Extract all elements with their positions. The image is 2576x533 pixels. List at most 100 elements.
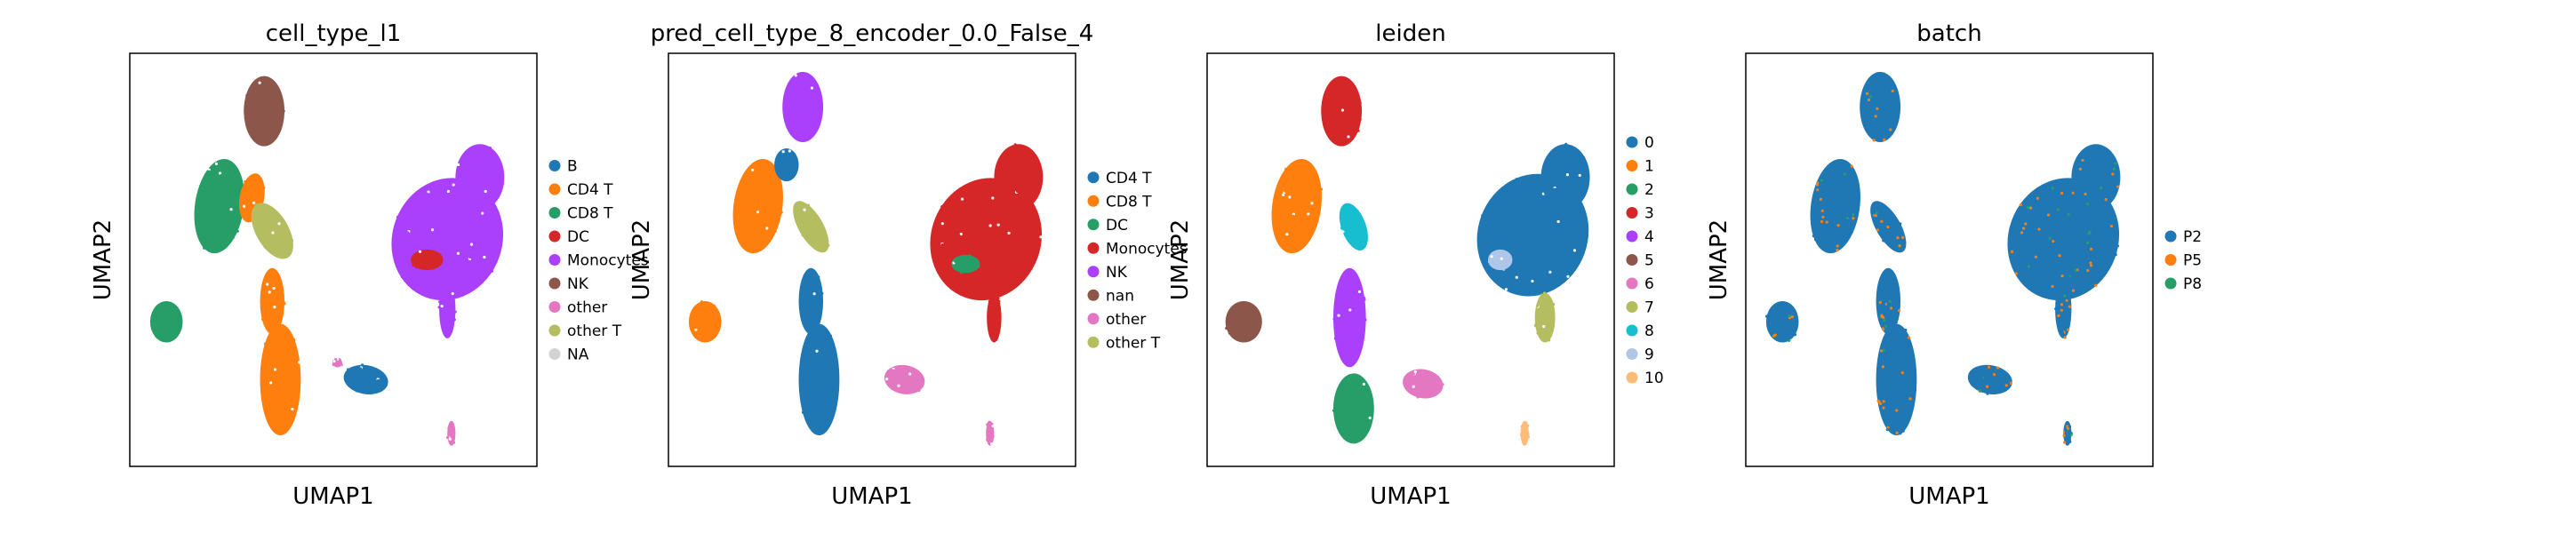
cell-point [831, 410, 836, 414]
cell-point [2068, 298, 2071, 301]
cell-point [1857, 187, 1860, 191]
cell-point [1548, 338, 1551, 342]
cell-point [1284, 246, 1289, 250]
cell-point [1544, 197, 1548, 201]
cell-point [695, 305, 699, 309]
cell-point [1882, 400, 1885, 403]
cell-point [164, 336, 168, 340]
cell-point [1526, 435, 1531, 439]
cell-point [995, 283, 999, 288]
cell-point [2022, 227, 2026, 230]
legend-label: CD4 T [1106, 170, 1152, 187]
cell-point [2090, 264, 2093, 267]
cell-point [794, 156, 798, 161]
cell-point [371, 384, 374, 387]
cell-point [1510, 268, 1514, 272]
cell-point [1886, 283, 1890, 287]
cell-point [1336, 298, 1340, 303]
cell-point [1279, 187, 1283, 190]
cell-point [2060, 191, 2064, 195]
cell-point [276, 383, 280, 386]
cell-point [368, 378, 372, 382]
cell-point [779, 203, 782, 207]
cell-point [756, 208, 760, 211]
cell-point [247, 216, 252, 219]
cell-point [1232, 307, 1236, 312]
cell-point [450, 274, 454, 277]
cell-point [424, 276, 428, 281]
cell-point [1820, 179, 1823, 182]
cell-point [492, 152, 496, 155]
cell-point [1490, 260, 1493, 264]
x-axis-label: UMAP1 [831, 483, 912, 510]
cell-point [1304, 160, 1308, 163]
cell-point [2028, 206, 2033, 210]
cell-point [203, 246, 206, 250]
cell-point [756, 211, 760, 214]
cell-point [173, 308, 178, 312]
cell-point [1535, 228, 1539, 232]
legend-marker [548, 207, 561, 219]
cell-point [1331, 131, 1334, 135]
cell-point [1485, 227, 1489, 232]
cell-point [1333, 318, 1337, 322]
cell-point [1352, 213, 1356, 217]
cell-point [404, 250, 409, 253]
cell-point [972, 223, 976, 227]
cell-point [2090, 173, 2093, 177]
cell-point [2092, 160, 2095, 163]
cell-point [813, 106, 818, 109]
cell-point [1001, 175, 1004, 179]
cell-point [991, 196, 995, 200]
cell-point [1252, 328, 1256, 331]
cell-point [904, 370, 908, 374]
cell-point [2068, 305, 2071, 308]
cell-point [967, 291, 971, 296]
legend-marker [548, 301, 561, 313]
cell-point [1883, 319, 1886, 322]
cell-point [2061, 283, 2065, 287]
cell-point [2076, 165, 2080, 170]
cell-point [1996, 366, 2000, 370]
cell-point [2047, 200, 2051, 204]
cell-point [497, 243, 500, 247]
cell-point [1869, 77, 1873, 82]
cell-point [1542, 263, 1547, 266]
cell-point [1567, 160, 1571, 163]
cell-point [1582, 173, 1586, 177]
cell-point [1010, 190, 1013, 194]
legend-marker [1626, 301, 1638, 313]
cell-point [1523, 218, 1526, 221]
legend-label: 5 [1644, 252, 1654, 270]
cell-point [1002, 233, 1005, 237]
cell-point [1908, 383, 1912, 386]
cell-cluster [1225, 301, 1262, 343]
cell-point [2014, 272, 2018, 275]
cell-point [1353, 314, 1356, 318]
legend-marker [548, 254, 561, 266]
cell-point [1504, 240, 1508, 243]
cell-point [254, 214, 258, 218]
cell-point [1357, 426, 1361, 430]
cell-point [1786, 321, 1789, 325]
cell-point [1306, 231, 1309, 235]
cell-point [446, 189, 451, 194]
legend-label: DC [1106, 217, 1128, 235]
cell-point [1543, 245, 1547, 249]
cell-point [1238, 312, 1242, 315]
cell-point [990, 324, 995, 328]
cell-point [484, 167, 488, 171]
cell-point [480, 260, 484, 264]
cell-point [811, 418, 814, 422]
cell-point [1539, 219, 1542, 223]
cell-point [2067, 328, 2070, 331]
cell-point [2092, 184, 2096, 187]
cell-point [971, 266, 974, 269]
cell-point [2046, 213, 2051, 217]
cell-point [1356, 240, 1359, 244]
cell-point [815, 349, 819, 353]
cell-point [808, 342, 812, 346]
cell-point [276, 211, 279, 216]
legend-marker [1626, 371, 1638, 384]
legend-marker [548, 348, 561, 360]
